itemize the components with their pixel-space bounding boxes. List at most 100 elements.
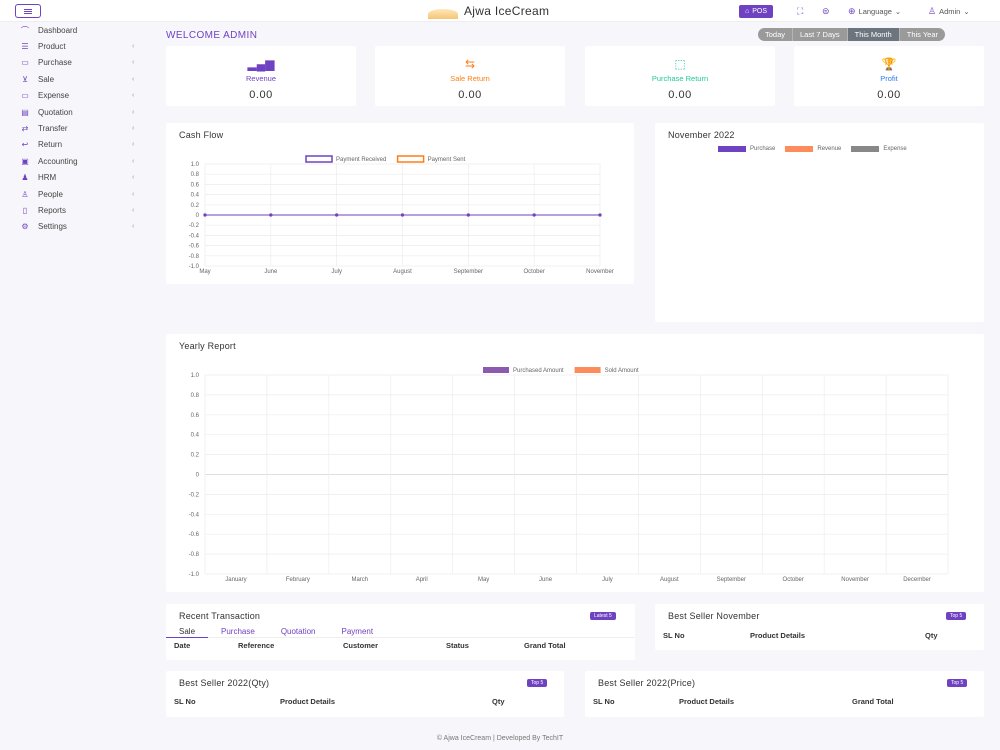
list-icon: ☰ bbox=[21, 42, 29, 52]
x-tick-label: December bbox=[903, 577, 931, 583]
x-tick-label: January bbox=[225, 577, 246, 583]
x-tick-label: August bbox=[660, 577, 679, 583]
y-tick-label: -0.2 bbox=[189, 223, 200, 229]
card-icon: ▭ bbox=[21, 58, 29, 68]
sidebar-item-transfer[interactable]: ⇄ Transfer ‹ bbox=[0, 120, 148, 136]
y-tick-label: 0.2 bbox=[191, 203, 200, 209]
return-arrow-icon: ⇆ bbox=[464, 57, 476, 71]
tab-quotation[interactable]: Quotation bbox=[280, 627, 316, 636]
y-tick-label: 0.6 bbox=[191, 182, 200, 188]
revenue-card[interactable]: ▂▄▆ Revenue 0.00 bbox=[166, 46, 356, 106]
tab-payment[interactable]: Payment bbox=[341, 627, 374, 636]
hamburger-icon bbox=[24, 8, 32, 14]
sidebar-item-accounting[interactable]: ▣ Accounting ‹ bbox=[0, 153, 148, 169]
column-header: SL No bbox=[663, 631, 685, 640]
sidebar-item-label: Dashboard bbox=[38, 25, 78, 35]
card-title: Best Seller 2022(Qty) bbox=[179, 678, 270, 688]
sidebar-item-expense[interactable]: ▭ Expense ‹ bbox=[0, 88, 148, 104]
sidebar-item-label: Sale bbox=[38, 74, 55, 84]
user-dropdown[interactable]: ♙ Admin ⌄ bbox=[928, 6, 970, 17]
legend-swatch bbox=[574, 367, 601, 373]
legend-item[interactable]: Expense bbox=[851, 146, 907, 152]
profit-card[interactable]: 🏆 Profit 0.00 bbox=[794, 46, 984, 106]
sidebar-item-label: HRM bbox=[38, 173, 57, 183]
data-point bbox=[203, 213, 207, 217]
language-label: Language bbox=[858, 7, 892, 16]
x-tick-label: June bbox=[264, 269, 278, 275]
x-tick-label: August bbox=[393, 269, 412, 275]
briefcase-icon: ▣ bbox=[21, 156, 29, 166]
column-header: Qty bbox=[925, 631, 938, 640]
fullscreen-icon[interactable]: ⛶ bbox=[797, 6, 804, 16]
purchase-return-card[interactable]: ⬚ Purchase Return 0.00 bbox=[585, 46, 775, 106]
sidebar-item-reports[interactable]: ▯ Reports ‹ bbox=[0, 202, 148, 218]
stat-label: Profit bbox=[880, 74, 898, 83]
chevron-left-icon: ‹ bbox=[132, 223, 135, 231]
column-header: Grand Total bbox=[852, 697, 894, 706]
stat-value: 0.00 bbox=[249, 89, 273, 101]
menu-toggle-button[interactable] bbox=[15, 4, 41, 18]
return-icon: ↩ bbox=[21, 140, 29, 150]
data-point bbox=[335, 213, 339, 217]
x-tick-label: May bbox=[478, 577, 489, 583]
y-tick-label: -0.8 bbox=[189, 552, 200, 558]
range-today[interactable]: Today bbox=[765, 30, 786, 39]
y-tick-label: 0.8 bbox=[191, 172, 200, 178]
footer-text: © Ajwa IceCream | Developed By TechIT bbox=[436, 735, 564, 742]
brand[interactable]: Ajwa IceCream bbox=[428, 3, 549, 19]
card-title: Cash Flow bbox=[179, 130, 224, 140]
home-icon: ⌂ bbox=[745, 8, 750, 15]
tab-purchase[interactable]: Purchase bbox=[221, 627, 255, 636]
trophy-icon: 🏆 bbox=[881, 57, 897, 71]
legend-swatch bbox=[483, 367, 509, 373]
sale-return-card[interactable]: ⇆ Sale Return 0.00 bbox=[375, 46, 565, 106]
range-last-7-days[interactable]: Last 7 Days bbox=[792, 28, 847, 41]
brand-logo-icon bbox=[428, 9, 458, 19]
stat-value: 0.00 bbox=[668, 89, 692, 101]
legend-item[interactable]: Purchase bbox=[718, 146, 775, 152]
basket-icon[interactable]: ⊜ bbox=[822, 6, 830, 16]
top-badge: Top 5 bbox=[946, 612, 967, 620]
x-tick-label: November bbox=[586, 269, 614, 275]
column-header: Product Details bbox=[750, 631, 806, 640]
tab-sale[interactable]: Sale bbox=[166, 628, 209, 638]
y-tick-label: -0.6 bbox=[189, 244, 200, 250]
sidebar-item-product[interactable]: ☰ Product ‹ bbox=[0, 38, 148, 54]
legend-item[interactable]: Revenue bbox=[785, 146, 841, 152]
sidebar-item-quotation[interactable]: ▤ Quotation ‹ bbox=[0, 104, 148, 120]
user-icon: ♙ bbox=[21, 189, 29, 199]
data-point bbox=[598, 213, 602, 217]
y-tick-label: -0.6 bbox=[189, 532, 200, 538]
y-tick-label: 0 bbox=[196, 473, 200, 479]
legend-label: Purchase bbox=[750, 146, 776, 152]
chevron-left-icon: ‹ bbox=[132, 125, 135, 133]
pos-button[interactable]: ⌂ POS bbox=[739, 5, 774, 18]
chevron-left-icon: ‹ bbox=[132, 108, 135, 116]
card-title: Best Seller November bbox=[668, 611, 760, 621]
sidebar-item-people[interactable]: ♙ People ‹ bbox=[0, 186, 148, 202]
y-tick-label: -0.2 bbox=[189, 492, 200, 498]
app-name: Ajwa IceCream bbox=[464, 4, 550, 18]
users-icon: ♟ bbox=[21, 173, 29, 183]
sidebar-item-label: Transfer bbox=[38, 124, 68, 134]
range-this-year[interactable]: This Year bbox=[898, 28, 945, 41]
range-this-month[interactable]: This Month bbox=[846, 28, 899, 41]
stat-label: Revenue bbox=[245, 74, 277, 83]
globe-icon: ⊕ bbox=[848, 6, 856, 16]
x-tick-label: September bbox=[717, 577, 746, 583]
x-tick-label: May bbox=[199, 269, 210, 275]
x-tick-label: October bbox=[523, 269, 544, 275]
column-header: Grand Total bbox=[524, 641, 566, 650]
sidebar-item-return[interactable]: ↩ Return ‹ bbox=[0, 137, 148, 153]
column-header: Date bbox=[174, 641, 191, 650]
legend-label: Payment Sent bbox=[428, 157, 466, 163]
sidebar-item-settings[interactable]: ⚙ Settings ‹ bbox=[0, 219, 148, 235]
purchase-return-icon: ⬚ bbox=[674, 57, 686, 71]
language-dropdown[interactable]: ⊕ Language ⌄ bbox=[848, 6, 901, 17]
legend-label: Revenue bbox=[817, 146, 842, 152]
sidebar-item-sale[interactable]: ⊻ Sale ‹ bbox=[0, 71, 148, 87]
sidebar-item-hrm[interactable]: ♟ HRM ‹ bbox=[0, 170, 148, 186]
sidebar-item-purchase[interactable]: ▭ Purchase ‹ bbox=[0, 55, 148, 71]
sidebar-item-dashboard[interactable]: ⌒ Dashboard bbox=[0, 22, 148, 38]
top-badge: Top 5 bbox=[947, 679, 968, 687]
